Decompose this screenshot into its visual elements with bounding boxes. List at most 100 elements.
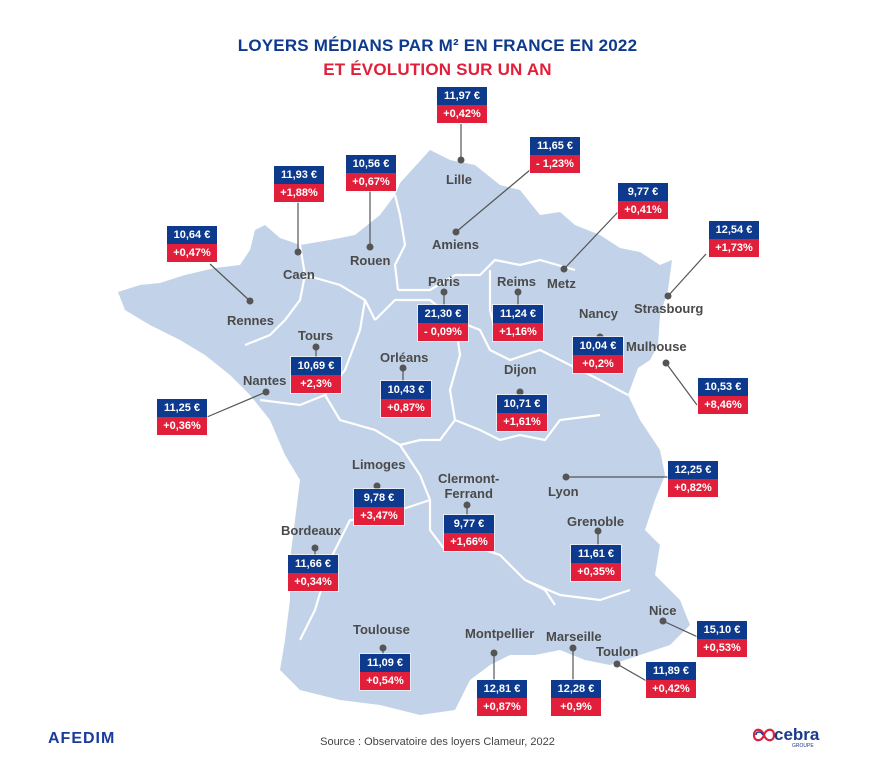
price-box-nantes: 11,25 € +0,36% <box>157 399 207 435</box>
price-box-limoges: 9,78 € +3,47% <box>354 489 404 525</box>
delta: +0,87% <box>381 399 431 417</box>
price-box-reims: 11,24 € +1,16% <box>493 305 543 341</box>
cebra-wordmark: cebra <box>774 725 820 744</box>
price: 10,56 € <box>346 155 396 173</box>
city-label-orleans: Orléans <box>380 350 429 365</box>
france-outline <box>118 150 690 715</box>
price-box-mulhouse: 10,53 € +8,46% <box>698 378 748 414</box>
price: 9,78 € <box>354 489 404 507</box>
city-label-dijon: Dijon <box>504 362 537 377</box>
title-line-1: LOYERS MÉDIANS PAR M² EN FRANCE EN 2022 <box>237 36 638 55</box>
price: 10,71 € <box>497 395 547 413</box>
delta: +1,73% <box>709 239 759 257</box>
cebra-subtitle: GROUPE <box>792 743 814 749</box>
delta: +2,3% <box>291 375 341 393</box>
city-label-paris: Paris <box>428 274 460 289</box>
city-label-lyon: Lyon <box>548 484 579 499</box>
delta: +1,88% <box>274 184 324 202</box>
price-box-strasbourg: 12,54 € +1,73% <box>709 221 759 257</box>
delta: +0,53% <box>697 639 747 657</box>
price: 10,43 € <box>381 381 431 399</box>
delta: +1,66% <box>444 533 494 551</box>
price-box-toulon: 11,89 € +0,42% <box>646 662 696 698</box>
price-box-orleans: 10,43 € +0,87% <box>381 381 431 417</box>
price: 11,65 € <box>530 137 580 155</box>
city-label-bordeaux: Bordeaux <box>281 523 341 538</box>
price-box-lyon: 12,25 € +0,82% <box>668 461 718 497</box>
price-box-amiens: 11,65 € - 1,23% <box>530 137 580 173</box>
delta: +0,54% <box>360 672 410 690</box>
city-label-limoges: Limoges <box>352 457 406 472</box>
delta: +0,2% <box>573 355 623 373</box>
city-label-montpellier: Montpellier <box>465 626 535 641</box>
price: 12,25 € <box>668 461 718 479</box>
price-box-bordeaux: 11,66 € +0,34% <box>288 555 338 591</box>
afedim-logo: AFEDIM <box>48 730 116 747</box>
price-box-toulouse: 11,09 € +0,54% <box>360 654 410 690</box>
price: 11,25 € <box>157 399 207 417</box>
delta: +0,35% <box>571 563 621 581</box>
city-label-metz: Metz <box>547 276 576 291</box>
price: 10,53 € <box>698 378 748 396</box>
city-label-reims: Reims <box>497 274 537 289</box>
price-box-nice: 15,10 € +0,53% <box>697 621 747 657</box>
price-box-lille: 11,97 € +0,42% <box>437 87 487 123</box>
delta: +3,47% <box>354 507 404 525</box>
city-label-lille: Lille <box>446 172 473 187</box>
price: 12,28 € <box>551 680 601 698</box>
city-label-nice: Nice <box>649 603 677 618</box>
city-label-toulon: Toulon <box>596 644 639 659</box>
delta: +0,42% <box>437 105 487 123</box>
clermont-line-2: Ferrand <box>444 486 493 501</box>
delta: +0,36% <box>157 417 207 435</box>
price-box-marseille: 12,28 € +0,9% <box>551 680 601 716</box>
cebra-infinity-icon <box>752 728 776 742</box>
delta: +1,61% <box>497 413 547 431</box>
price-box-caen: 11,93 € +1,88% <box>274 166 324 202</box>
price: 11,93 € <box>274 166 324 184</box>
city-label-grenoble: Grenoble <box>567 514 625 529</box>
city-label-caen: Caen <box>283 267 315 282</box>
price: 9,77 € <box>618 183 668 201</box>
price-box-grenoble: 11,61 € +0,35% <box>571 545 621 581</box>
price: 11,66 € <box>288 555 338 573</box>
cebra-logo: cebra GROUPE <box>752 724 819 751</box>
price-box-rouen: 10,56 € +0,67% <box>346 155 396 191</box>
price: 10,04 € <box>573 337 623 355</box>
price: 10,64 € <box>167 226 217 244</box>
price-box-nancy: 10,04 € +0,2% <box>573 337 623 373</box>
price-box-paris: 21,30 € - 0,09% <box>418 305 468 341</box>
source-caption: Source : Observatoire des loyers Clameur… <box>320 736 555 748</box>
city-label-clermont-ferrand: Clermont- Ferrand <box>438 471 499 501</box>
price: 12,81 € <box>477 680 527 698</box>
title-line-2: ET ÉVOLUTION SUR UN AN <box>323 60 552 79</box>
city-label-mulhouse: Mulhouse <box>626 339 687 354</box>
price: 11,97 € <box>437 87 487 105</box>
delta: +0,82% <box>668 479 718 497</box>
price: 11,61 € <box>571 545 621 563</box>
city-dots <box>246 156 672 668</box>
city-label-toulouse: Toulouse <box>353 622 410 637</box>
price-box-tours: 10,69 € +2,3% <box>291 357 341 393</box>
price: 21,30 € <box>418 305 468 323</box>
price: 11,89 € <box>646 662 696 680</box>
city-label-strasbourg: Strasbourg <box>634 301 704 316</box>
delta: +0,87% <box>477 698 527 716</box>
delta: +0,67% <box>346 173 396 191</box>
price-box-montpellier: 12,81 € +0,87% <box>477 680 527 716</box>
delta: - 0,09% <box>418 323 468 341</box>
city-label-rennes: Rennes <box>227 313 274 328</box>
city-label-nantes: Nantes <box>243 373 287 388</box>
clermont-line-1: Clermont- <box>438 471 500 486</box>
price: 11,24 € <box>493 305 543 323</box>
price: 11,09 € <box>360 654 410 672</box>
price-box-dijon: 10,71 € +1,61% <box>497 395 547 431</box>
price: 9,77 € <box>444 515 494 533</box>
delta: +0,9% <box>551 698 601 716</box>
city-label-nancy: Nancy <box>579 306 619 321</box>
price: 10,69 € <box>291 357 341 375</box>
delta: +1,16% <box>493 323 543 341</box>
delta: +0,41% <box>618 201 668 219</box>
price-box-metz: 9,77 € +0,41% <box>618 183 668 219</box>
